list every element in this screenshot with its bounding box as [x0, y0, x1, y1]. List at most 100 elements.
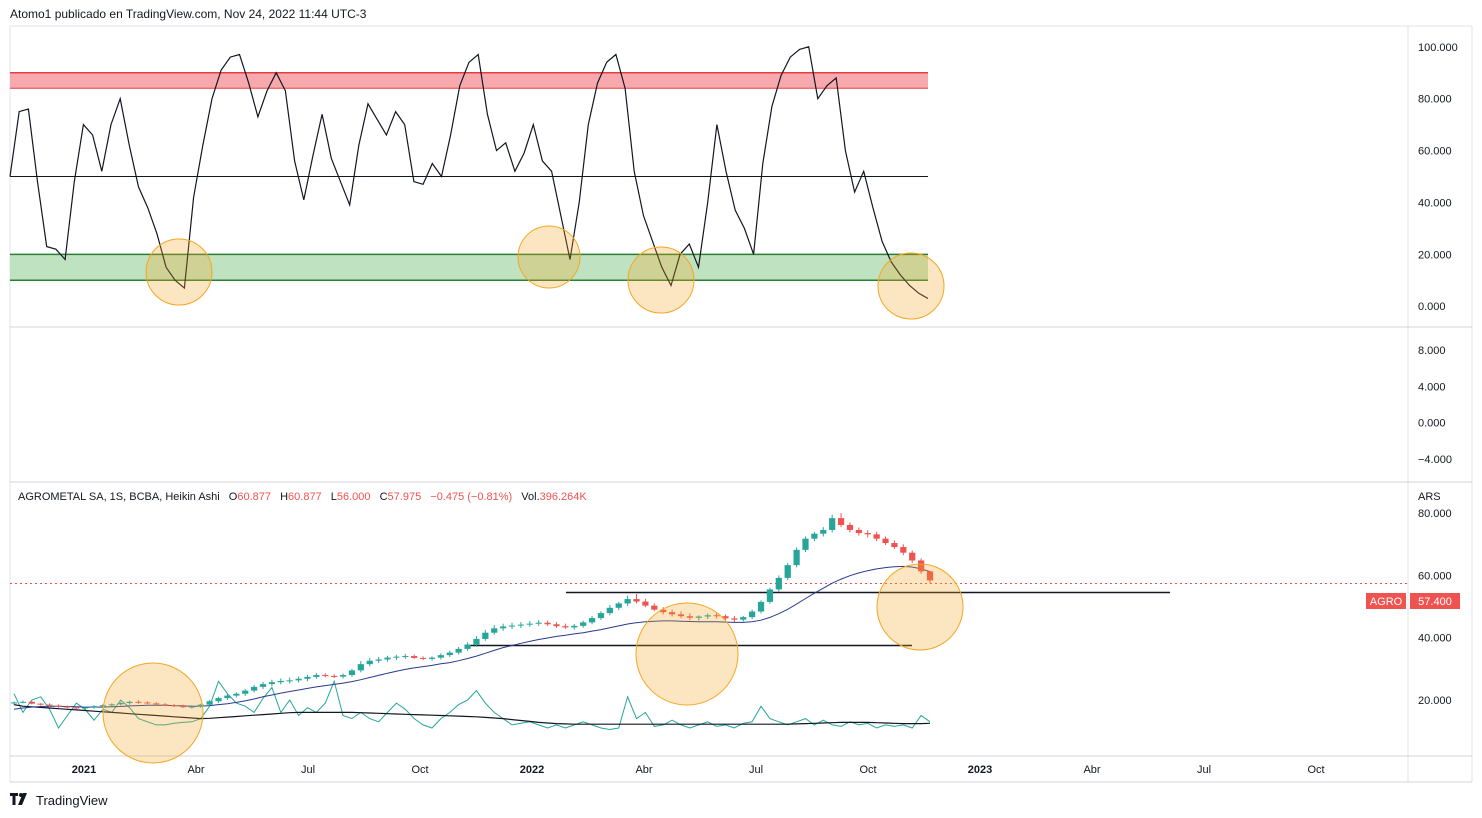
candle-body [99, 705, 107, 707]
candle-body [686, 616, 693, 618]
candle-body [411, 656, 418, 658]
candle-body [384, 657, 391, 660]
candle-body [10, 702, 18, 704]
candle-body [695, 616, 702, 618]
candle-body [375, 659, 382, 661]
candle-body [82, 707, 89, 709]
candle-body [784, 565, 791, 578]
candle-body [402, 656, 409, 658]
time-axis-label: Oct [859, 764, 876, 776]
candle-body [900, 547, 907, 553]
tradingview-logo-icon [10, 793, 32, 808]
time-axis-label: Jul [301, 764, 315, 776]
candle-body [917, 560, 925, 572]
stochastic-y-tick: 80.000 [1418, 94, 1452, 106]
price-y-tick: 20.000 [1418, 695, 1452, 707]
candle-body [473, 638, 480, 645]
candle-body [233, 693, 240, 696]
stochastic-y-tick: 100.000 [1418, 42, 1458, 54]
legend-vol-value: 396.264K [539, 491, 587, 503]
time-axis-label: Abr [635, 764, 652, 776]
pane-frames [9, 25, 1473, 783]
ticker-badge-text: AGRO [1370, 596, 1403, 608]
footer-brand[interactable]: TradingView [10, 793, 108, 808]
stochastic-y-tick: 0.000 [1418, 301, 1446, 313]
candle-body [348, 670, 356, 676]
candle-body [188, 706, 195, 708]
candle-body [37, 703, 44, 705]
volume-ma-line [13, 704, 931, 725]
price-y-tick: 40.000 [1418, 633, 1452, 645]
candle-body [855, 529, 862, 534]
candle-body [322, 675, 329, 677]
candle-body [526, 623, 533, 625]
candle-body [873, 534, 880, 539]
candle-body [215, 698, 222, 702]
candle-body [722, 616, 729, 619]
candle-body [571, 625, 578, 628]
candle-body [606, 607, 613, 614]
candle-body [46, 704, 53, 706]
candle-body [304, 676, 311, 679]
legend-symbol: AGROMETAL SA, 1S, BCBA, Heikin Ashi [18, 491, 220, 503]
candle-body [837, 518, 845, 525]
stochastic-highlight-circle [877, 252, 945, 320]
candle-body [206, 701, 213, 705]
empty-pane-y-tick: −4.000 [1418, 454, 1452, 466]
candle-body [891, 543, 898, 548]
candle-body [268, 682, 276, 685]
legend-change: −0.475 (−0.81%) [430, 491, 513, 503]
candle-body [144, 702, 151, 704]
stochastic-k-line [9, 46, 929, 300]
candle-body [668, 612, 676, 615]
legend-l-value: 56.000 [336, 491, 371, 503]
candle-body [73, 707, 80, 709]
candle-body [811, 533, 818, 539]
candle-body [19, 701, 27, 703]
time-axis-label: Jul [749, 764, 763, 776]
candle-body [313, 675, 320, 677]
candle-body [731, 618, 738, 620]
candle-body [677, 614, 685, 617]
time-axis-label: Abr [1083, 764, 1100, 776]
candle-body [28, 701, 35, 704]
legend-c-label: C [379, 491, 388, 503]
candle-body [846, 524, 854, 530]
legend-l-label: L [330, 491, 337, 503]
price-badge: AGRO 57.400 [1366, 593, 1460, 609]
stochastic-y-tick: 20.000 [1418, 249, 1452, 261]
price-highlight-circle [635, 602, 739, 706]
candle-body [864, 533, 871, 535]
candle-body [197, 704, 204, 707]
candle-body [357, 664, 364, 671]
price-y-tick: 60.000 [1418, 570, 1452, 582]
candle-body [491, 628, 498, 633]
candle-body [482, 632, 489, 639]
candle-body [224, 695, 231, 699]
price-badge-text: 57.400 [1418, 596, 1452, 608]
price-badge-bg [1410, 593, 1460, 609]
stochastic-highlight-circle [627, 246, 695, 314]
candle-body [820, 529, 827, 534]
candle-body [286, 680, 293, 682]
legend-c-value: 57.975 [387, 491, 422, 503]
candle-body [508, 625, 516, 627]
candle-body [90, 706, 98, 708]
time-axis-label: Oct [411, 764, 428, 776]
time-axis-label: 2022 [520, 764, 544, 776]
stochastic-pane: 100.000 80.000 60.000 40.000 20.000 0.000 [9, 42, 1458, 320]
candle-body [446, 652, 453, 656]
candle-body [428, 657, 436, 659]
candle-body [259, 684, 267, 687]
candle-body [757, 601, 765, 612]
empty-indicator-pane: 8.000 4.000 0.000 −4.000 [1418, 345, 1452, 466]
time-axis: 2021 Abr Jul Oct 2022 Abr Jul Oct 2023 Abr Jul Oct [72, 764, 1325, 776]
price-y-tick: 80.000 [1418, 508, 1452, 520]
candle-body [704, 615, 711, 617]
volume-line [13, 679, 931, 731]
time-axis-label: 2021 [72, 764, 96, 776]
candle-body [153, 703, 160, 705]
candle-body [651, 605, 658, 610]
candle-body [588, 618, 596, 623]
